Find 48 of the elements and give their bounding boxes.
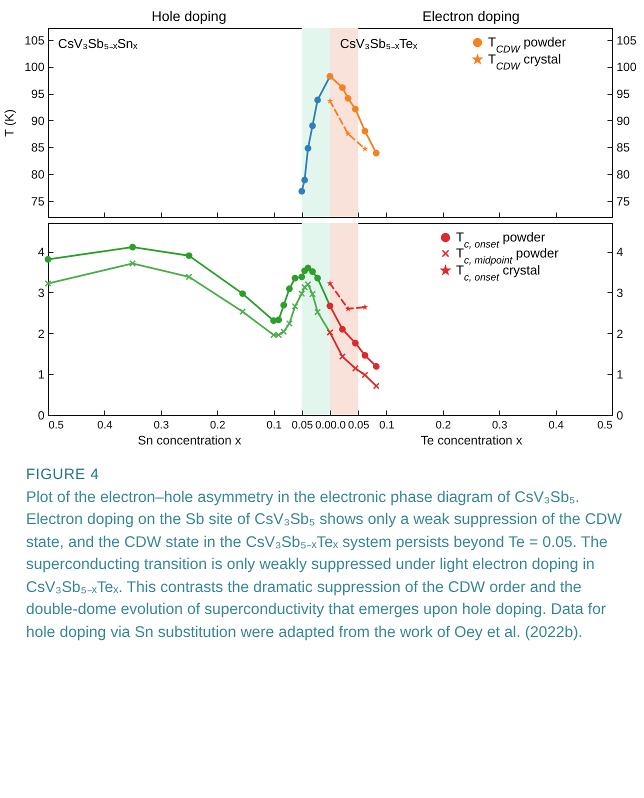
y-tick-label: 95 <box>616 87 630 102</box>
x-tick-label: 0.1 <box>266 420 282 432</box>
y-tick-label: 100 <box>616 60 637 74</box>
x-tick-label: 0.05 <box>348 420 370 432</box>
chart-title: Electron doping <box>422 8 520 24</box>
y-axis-title: T (K) <box>2 109 16 137</box>
y-tick-label: 105 <box>24 33 45 48</box>
y-tick-label: 1 <box>616 368 624 382</box>
x-tick-label: 0.0 <box>315 420 330 432</box>
x-tick-label: 0.1 <box>379 420 395 432</box>
x-axis-title: Te concentration x <box>420 434 523 448</box>
x-tick-label: 0.05 <box>292 420 314 432</box>
chart-title: Hole doping <box>152 8 226 24</box>
x-tick-label: 0.0 <box>330 420 346 432</box>
y-tick-label: 75 <box>616 194 630 208</box>
y-tick-label: 85 <box>31 140 45 155</box>
y-tick-label: 1 <box>38 368 45 382</box>
y-tick-label: 100 <box>24 60 45 74</box>
y-tick-label: 0 <box>616 408 624 422</box>
x-tick-label: 0.5 <box>597 420 612 432</box>
y-tick-label: 80 <box>31 168 45 182</box>
x-tick-label: 0.4 <box>97 420 113 432</box>
y-tick-label: 105 <box>616 33 637 48</box>
annotation: CsV₃Sb₅₋ₓTeₓ <box>340 36 418 51</box>
y-tick-label: 75 <box>31 194 45 208</box>
y-tick-label: 3 <box>616 286 624 300</box>
y-tick-label: 2 <box>38 326 45 341</box>
annotation: CsV₃Sb₅₋ₓSnₓ <box>58 36 138 51</box>
x-tick-label: 0.2 <box>436 420 451 432</box>
x-tick-label: 0.2 <box>210 420 226 432</box>
y-tick-label: 85 <box>616 140 630 155</box>
y-tick-label: 0 <box>38 408 45 422</box>
text: FIGURE 4 <box>26 466 100 483</box>
text: Plot of the electron–hole asymmetry in the electronic phase diagram of CsV₃Sb₅. Electron doping on the Sb site of CsV₃Sb₅ shows only a weak suppression of the CDW state, and the CDW state in the CsV₃Sb₅₋ₓTeₓ system persists beyond Te = 0.05. The superconducting transition is only weakly suppressed under light electron doping in CsV₃Sb₅₋ₓTeₓ. This contrasts the dramatic suppression of the CDW order and the double-dome evolution of superconductivity that emerges upon hole doping. Data for hole doping via Sn substitution were adapted from the work of Oey et al. (2022b). <box>26 488 623 643</box>
y-tick-label: 90 <box>616 114 630 128</box>
y-tick-label: 4 <box>38 245 45 260</box>
y-tick-label: 80 <box>616 168 630 182</box>
x-tick-label: 0.3 <box>154 420 169 432</box>
y-tick-label: 90 <box>31 114 45 128</box>
y-tick-label: 4 <box>616 245 624 260</box>
x-axis-title: Sn concentration x <box>138 434 242 448</box>
y-tick-label: 3 <box>38 286 45 300</box>
legend-label: T$_{c, onset}$ powder <box>456 230 546 250</box>
x-tick-label: 0.4 <box>548 420 564 432</box>
x-tick-label: 0.5 <box>48 420 64 432</box>
y-tick-label: 2 <box>616 326 624 341</box>
x-tick-label: 0.3 <box>492 420 508 432</box>
y-tick-label: 95 <box>31 87 45 102</box>
